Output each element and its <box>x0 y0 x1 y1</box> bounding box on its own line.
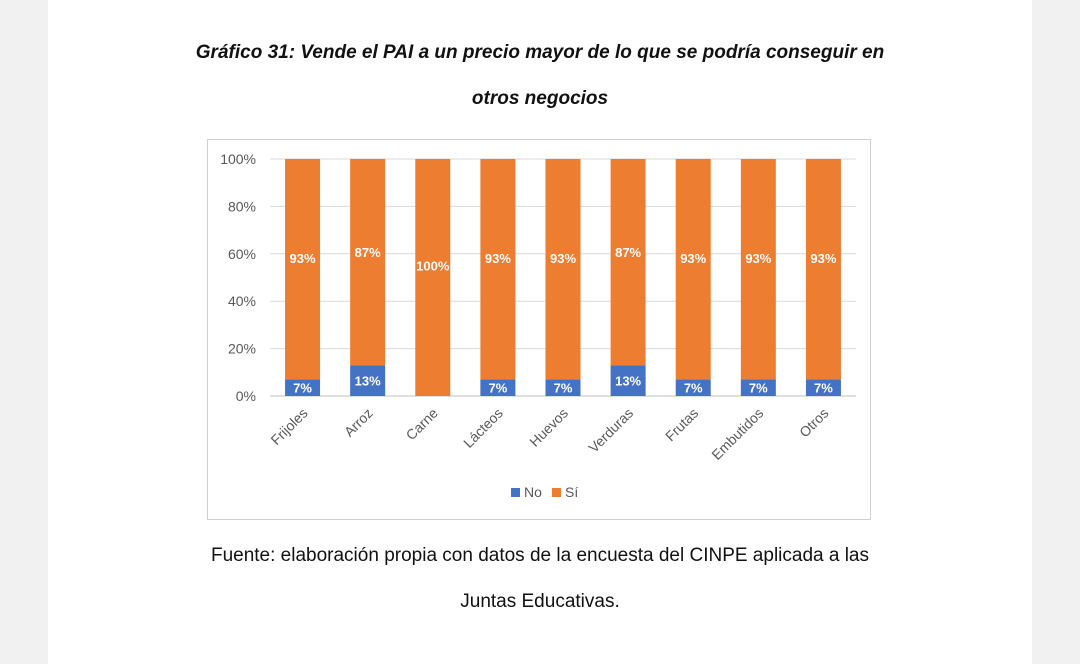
bar-segment-no <box>545 379 581 396</box>
data-label: 7% <box>488 381 507 396</box>
y-tick-label: 40% <box>228 293 256 309</box>
bar-segment-sí <box>805 159 841 380</box>
data-label: 93% <box>290 251 316 266</box>
data-label: 93% <box>550 251 576 266</box>
data-label: 87% <box>355 245 381 260</box>
data-label: 7% <box>554 381 573 396</box>
data-label: 87% <box>615 245 641 260</box>
x-category-label: Arroz <box>341 405 376 440</box>
data-label: 7% <box>749 381 768 396</box>
bar-segment-no <box>805 379 841 396</box>
bar-segment-no <box>740 379 776 396</box>
data-label: 100% <box>416 259 450 274</box>
source-caption-line-2: Juntas Educativas. <box>460 591 620 612</box>
bar-segment-sí <box>675 159 711 380</box>
bar-segment-sí <box>285 159 321 380</box>
x-category-label: Frutas <box>662 405 701 444</box>
bar-segment-sí <box>415 159 451 396</box>
legend-label: No <box>524 484 542 500</box>
y-tick-label: 80% <box>228 198 256 214</box>
legend-swatch-no <box>511 488 520 497</box>
data-label: 93% <box>680 251 706 266</box>
legend-label: Sí <box>565 484 578 500</box>
bar-segment-sí <box>480 159 516 380</box>
y-tick-label: 60% <box>228 246 256 262</box>
chart-title-line-2: otros negocios <box>471 88 609 109</box>
data-label: 93% <box>810 251 836 266</box>
y-tick-label: 100% <box>220 151 256 167</box>
data-label: 13% <box>615 374 641 389</box>
y-tick-label: 20% <box>228 341 256 357</box>
x-category-label: Embutidos <box>708 405 766 463</box>
x-category-label: Carne <box>403 405 441 443</box>
chart-title-line-1: Gráfico 31: Vende el PAI a un precio may… <box>195 42 885 63</box>
y-tick-label: 0% <box>236 388 256 404</box>
chart-frame: 0% 20% 40% 60% 80% 100% 7% 93% Frijoles 13% 87% Arr… <box>207 139 871 520</box>
x-category-label: Verduras <box>585 405 636 456</box>
x-category-label: Otros <box>796 405 832 441</box>
legend-swatch-sí <box>552 488 561 497</box>
source-caption-line-1: Fuente: elaboración propia con datos de … <box>210 545 870 566</box>
data-label: 7% <box>814 381 833 396</box>
bar-segment-no <box>480 379 516 396</box>
bar-segment-sí <box>545 159 581 380</box>
bar-segment-no <box>350 365 386 396</box>
data-label: 7% <box>684 381 703 396</box>
data-label: 93% <box>485 251 511 266</box>
x-category-label: Huevos <box>526 405 571 450</box>
bar-segment-no <box>610 365 646 396</box>
stacked-bar-chart: 0% 20% 40% 60% 80% 100% 7% 93% Frijoles 13% 87% Arr… <box>220 151 856 500</box>
bar-segment-no <box>675 379 711 396</box>
bar-segment-sí <box>740 159 776 380</box>
bar-segment-sí <box>610 159 646 366</box>
data-label: 7% <box>293 381 312 396</box>
bar-segment-no <box>285 379 321 396</box>
x-category-label: Frijoles <box>267 405 310 448</box>
data-label: 93% <box>745 251 771 266</box>
data-label: 13% <box>355 374 381 389</box>
x-category-label: Lácteos <box>460 405 506 451</box>
bar-segment-sí <box>350 159 386 366</box>
